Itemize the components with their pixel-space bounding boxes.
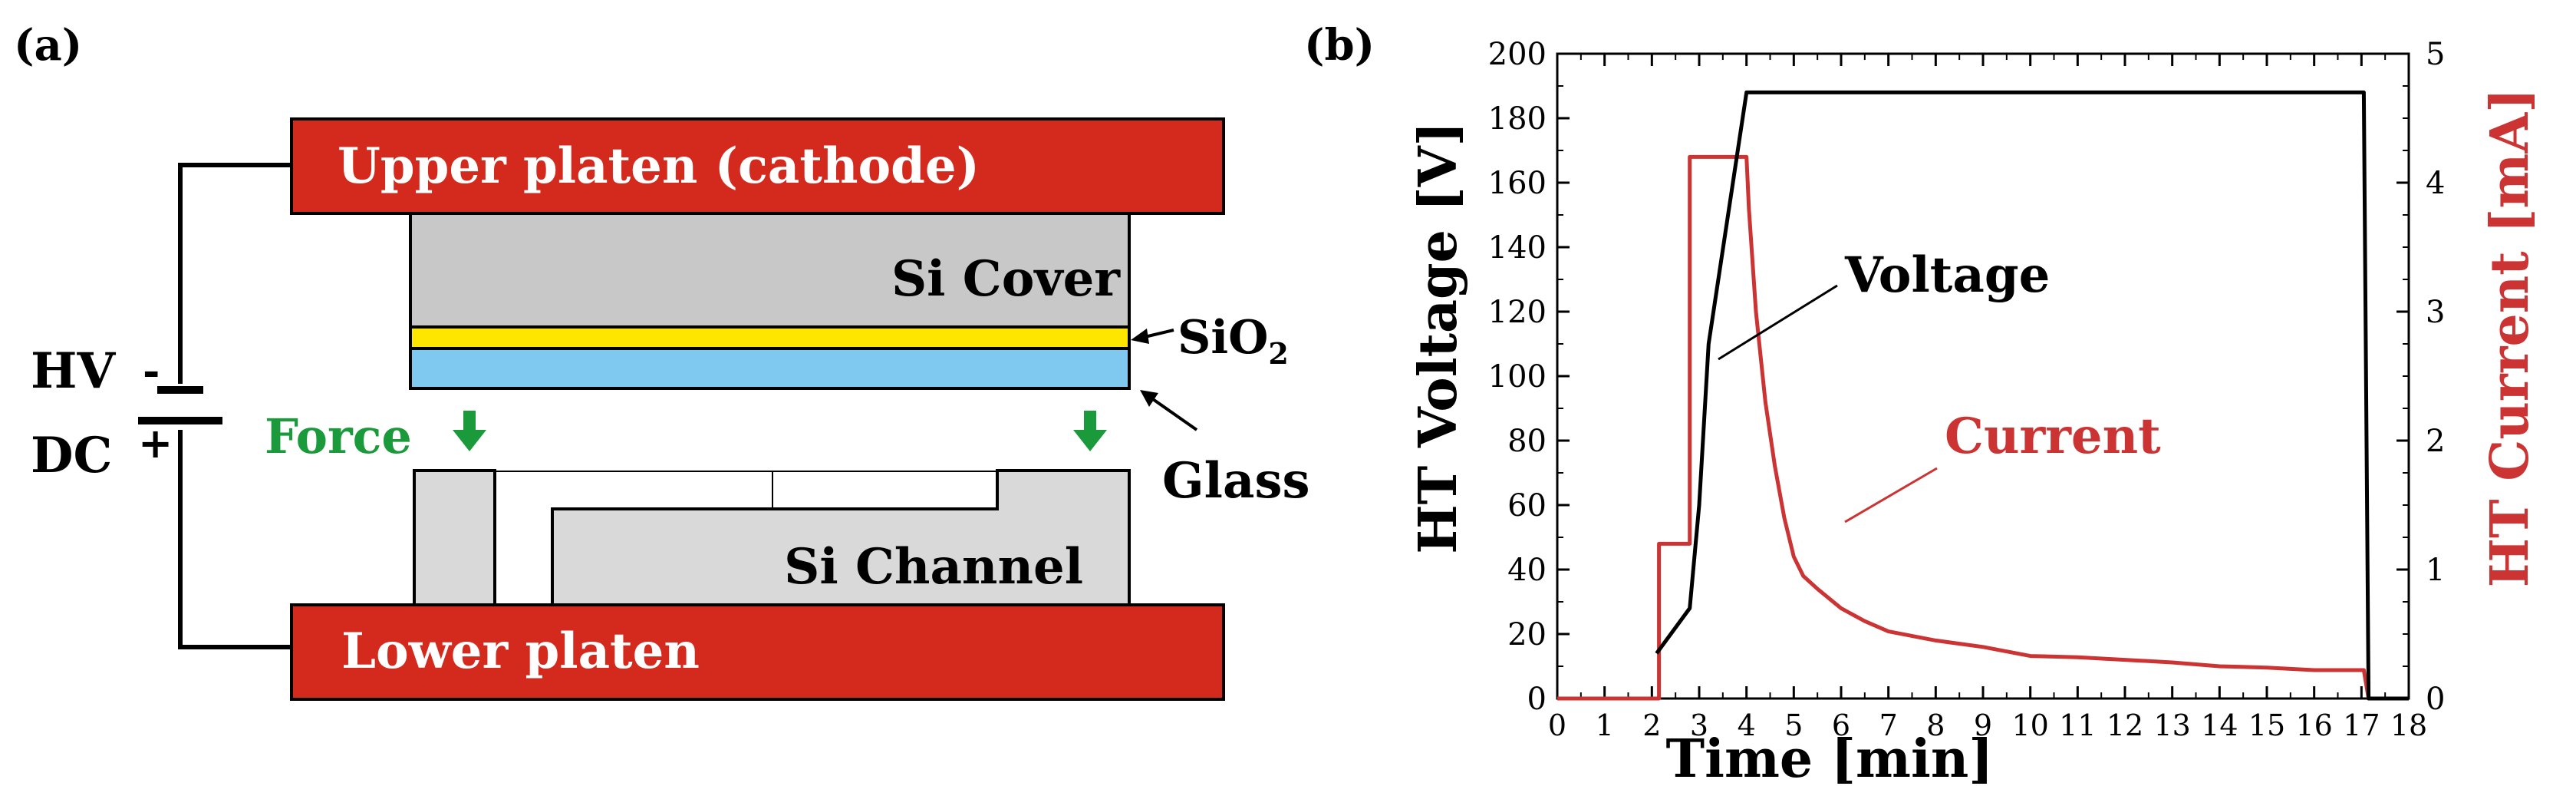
y-tick-label: 120: [1488, 295, 1547, 330]
series-line-current: [1557, 154, 2409, 701]
x-tick-label: 0: [1548, 708, 1566, 742]
plus-sign: +: [138, 418, 173, 467]
y2-axis-ticks: 0 1 2 3 4 5: [2396, 37, 2445, 717]
y2-tick-label: 3: [2426, 295, 2445, 330]
y-tick-label: 0: [1527, 682, 1547, 717]
voltage-annotation: Voltage: [1844, 246, 2050, 304]
x-tick-label: 9: [1974, 708, 1992, 742]
si-channel-pillar: [413, 469, 496, 606]
panel-a: (a) HV DC - + Upper platen (cathode) Si …: [14, 20, 1310, 701]
y2-tick-label: 1: [2426, 553, 2445, 588]
y-axis-title: HT Voltage [V]: [1408, 121, 1469, 553]
upper-platen: [290, 117, 1225, 215]
voltage-current-chart: 0 1 2 3 4 5 6 7 8 9 10 11 12 13 14 15 16 17 18 02040608010…: [1408, 37, 2541, 790]
circuit-wire: [178, 163, 292, 649]
x-tick-label: 7: [1879, 708, 1898, 742]
force-arrow-right: [1073, 411, 1107, 451]
plot-frame: [1556, 52, 2410, 700]
x-axis-ticks: 0 1 2 3 4 5 6 7 8 9 10 11 12 13 14 15 16 17 18: [1548, 54, 2427, 742]
glass-arrow: [1149, 396, 1198, 431]
x-tick-label: 3: [1690, 708, 1708, 742]
x-tick-label: 4: [1738, 708, 1756, 742]
glass-layer: [409, 347, 1131, 390]
force-label: Force: [265, 408, 412, 464]
si-cover-label: Si Cover: [891, 250, 1121, 308]
series-line-voltage: [1655, 90, 2409, 701]
minus-sign: -: [143, 346, 160, 395]
y-tick-label: 200: [1488, 37, 1547, 72]
x-tick-label: 6: [1832, 708, 1850, 742]
sio2-layer: [409, 325, 1131, 350]
x-tick-label: 12: [2107, 708, 2143, 742]
y2-tick-label: 4: [2426, 166, 2445, 201]
x-tick-label: 13: [2153, 708, 2190, 742]
si-channel-label: Si Channel: [784, 538, 1083, 596]
y-tick-label: 180: [1488, 101, 1547, 137]
x-tick-label: 18: [2390, 708, 2427, 742]
dc-label: DC: [31, 427, 112, 484]
y-axis-ticks: 0 20 40 60 80 100 120 140 160 180 200: [1488, 37, 1570, 717]
y2-tick-label: 5: [2426, 37, 2445, 72]
lower-platen-label: Lower platen: [341, 623, 700, 680]
x-tick-label: 15: [2248, 708, 2285, 742]
x-tick-label: 16: [2295, 708, 2332, 742]
force-arrow-left: [453, 411, 486, 451]
y-tick-label: 20: [1507, 617, 1547, 652]
sio2-label: SiO2: [1178, 311, 1289, 371]
x-tick-label: 2: [1642, 708, 1661, 742]
panel-b: (b) 0 1 2 3 4 5 6 7 8 9 10 11 12 13 14 15 16 17 18 0204060…: [1304, 20, 2541, 790]
voltage-annotation-leader: [1718, 284, 1838, 361]
panel-a-label: (a): [14, 20, 82, 71]
y-tick-label: 60: [1507, 488, 1547, 524]
y-tick-label: 40: [1507, 553, 1547, 588]
x-tick-label: 17: [2343, 708, 2380, 742]
y-tick-label: 80: [1507, 424, 1547, 459]
panel-b-label: (b): [1304, 20, 1375, 71]
series-layer: [1557, 90, 2409, 701]
x-tick-label: 5: [1784, 708, 1803, 742]
x-tick-label: 14: [2201, 708, 2238, 742]
y2-tick-label: 2: [2426, 424, 2445, 459]
y2-axis-title: HT Current [mA]: [2479, 88, 2541, 588]
y-tick-label: 100: [1488, 359, 1547, 395]
glass-arrow-head: [1140, 390, 1158, 407]
x-tick-label: 11: [2059, 708, 2096, 742]
lower-platen: [290, 603, 1225, 701]
sio2-arrow-head: [1131, 329, 1149, 344]
y-tick-label: 140: [1488, 230, 1547, 266]
y2-tick-label: 0: [2426, 682, 2445, 717]
x-tick-label: 8: [1926, 708, 1945, 742]
current-annotation-leader: [1844, 467, 1938, 524]
x-tick-label: 10: [2011, 708, 2048, 742]
x-axis-title: Time [min]: [1666, 728, 1994, 790]
x-tick-label: 1: [1596, 708, 1614, 742]
hv-label: HV: [31, 342, 116, 400]
current-annotation: Current: [1945, 408, 2161, 465]
upper-platen-label: Upper platen (cathode): [338, 137, 980, 195]
y-tick-label: 160: [1488, 166, 1547, 201]
glass-label: Glass: [1162, 452, 1310, 510]
